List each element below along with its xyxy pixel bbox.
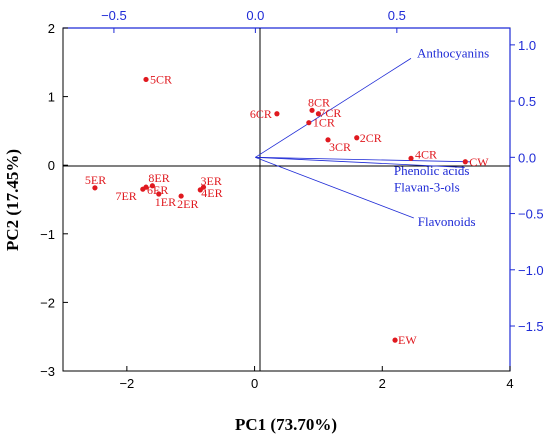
y-tick-label: −2	[40, 295, 55, 310]
right-tick-label: 1.0	[518, 38, 536, 53]
score-label: EW	[398, 333, 417, 347]
y-axis-title: PC2 (17.45%)	[3, 149, 22, 251]
loading-label: Flavan-3-ols	[394, 179, 460, 194]
ticks-layer: −2 0 2 4 −3 −2 −1 0 1 2 −0.5 0.0 0.5 −1.5 −1.0 −0.5 0.0 0…	[40, 8, 544, 391]
loading-label: Anthocyanins	[417, 45, 489, 60]
y-tick-label: −1	[40, 227, 55, 242]
score-label: 5CR	[150, 72, 172, 86]
score-label: 3ER	[200, 174, 221, 188]
score-point	[306, 120, 312, 126]
y-tick-label: −3	[40, 364, 55, 379]
score-point	[274, 111, 280, 117]
score-label: 1ER	[155, 195, 176, 209]
score-point	[354, 135, 360, 141]
score-point	[156, 191, 162, 197]
score-label: 4ER	[201, 186, 222, 200]
x-axis-title: PC1 (73.70%)	[235, 415, 337, 434]
score-label: 4CR	[415, 147, 437, 161]
y-tick-label: 2	[48, 21, 55, 36]
score-point	[392, 337, 398, 343]
score-point	[178, 193, 184, 199]
score-label: CW	[469, 155, 489, 169]
loading-vector	[255, 58, 412, 158]
top-tick-label: 0.5	[388, 8, 406, 23]
score-label: 6CR	[250, 107, 272, 121]
x-tick-label: 0	[251, 376, 258, 391]
x-tick-label: 2	[379, 376, 386, 391]
loading-vector	[255, 156, 465, 168]
x-tick-label: −2	[119, 376, 134, 391]
right-tick-label: 0.5	[518, 94, 536, 109]
loading-vector	[255, 156, 471, 163]
right-tick-label: −0.5	[518, 207, 544, 222]
top-tick-label: −0.5	[101, 8, 127, 23]
score-label: 2ER	[177, 197, 198, 211]
score-label: 8ER	[148, 171, 169, 185]
score-label: 5ER	[85, 173, 106, 187]
score-point	[462, 159, 468, 165]
score-point	[315, 111, 322, 117]
score-label: 7CR	[319, 106, 341, 120]
y-tick-label: 1	[48, 90, 55, 105]
score-point	[143, 76, 149, 83]
score-point	[140, 186, 146, 192]
right-tick-label: −1.5	[518, 319, 544, 334]
top-tick-label: 0.0	[246, 8, 264, 23]
score-label: 3CR	[329, 140, 351, 154]
score-point	[149, 183, 155, 189]
score-point	[325, 137, 331, 143]
y-tick-label: 0	[48, 158, 55, 173]
right-tick-label: 0.0	[518, 150, 536, 165]
score-point	[408, 155, 414, 161]
score-point	[309, 107, 315, 113]
score-point	[197, 187, 203, 193]
x-tick-label: 4	[506, 376, 513, 391]
score-label: 2CR	[360, 131, 382, 145]
score-label: 8CR	[308, 95, 330, 109]
score-label: 7ER	[115, 189, 136, 203]
loading-label: Phenolic acids	[394, 163, 469, 178]
score-point	[92, 185, 98, 191]
score-label: 1CR	[313, 116, 335, 130]
right-tick-label: −1.0	[518, 263, 544, 278]
loading-label: Flavonoids	[418, 214, 476, 229]
loading-vector	[255, 156, 414, 219]
score-label: 6ER	[147, 183, 168, 197]
